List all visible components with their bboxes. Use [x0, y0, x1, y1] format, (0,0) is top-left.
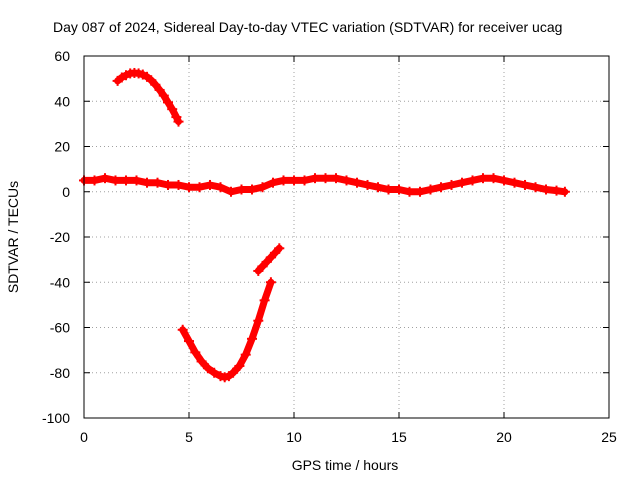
y-tick-label: -40 — [50, 274, 70, 290]
y-tick-label: -20 — [50, 229, 70, 245]
y-tick-label: -60 — [50, 320, 70, 336]
x-tick-label: 10 — [286, 429, 302, 445]
y-tick-label: 60 — [54, 48, 70, 64]
x-tick-label: 25 — [601, 429, 617, 445]
x-tick-label: 0 — [80, 429, 88, 445]
axis-ticks — [83, 55, 610, 419]
y-tick-label: 0 — [62, 184, 70, 200]
series-line-short-segment — [254, 244, 283, 275]
x-axis-title: GPS time / hours — [292, 457, 399, 473]
plot-frame — [83, 55, 610, 419]
grid — [84, 56, 609, 418]
y-tick-label: -100 — [42, 410, 70, 426]
x-tick-label: 5 — [185, 429, 193, 445]
x-tick-labels: 0 5 10 15 20 25 — [80, 429, 617, 445]
y-axis-title: SDTVAR / TECUs — [5, 181, 21, 293]
x-tick-label: 20 — [496, 429, 512, 445]
y-tick-label: -80 — [50, 365, 70, 381]
x-tick-label: 15 — [391, 429, 407, 445]
y-tick-label: 20 — [54, 139, 70, 155]
chart-title: Day 087 of 2024, Sidereal Day-to-day VTE… — [53, 19, 562, 35]
y-tick-labels: -100 -80 -60 -40 -20 0 20 40 60 — [42, 48, 70, 426]
y-tick-label: 40 — [54, 93, 70, 109]
data-series — [79, 67, 570, 383]
series-line-arc-lower — [179, 278, 275, 381]
